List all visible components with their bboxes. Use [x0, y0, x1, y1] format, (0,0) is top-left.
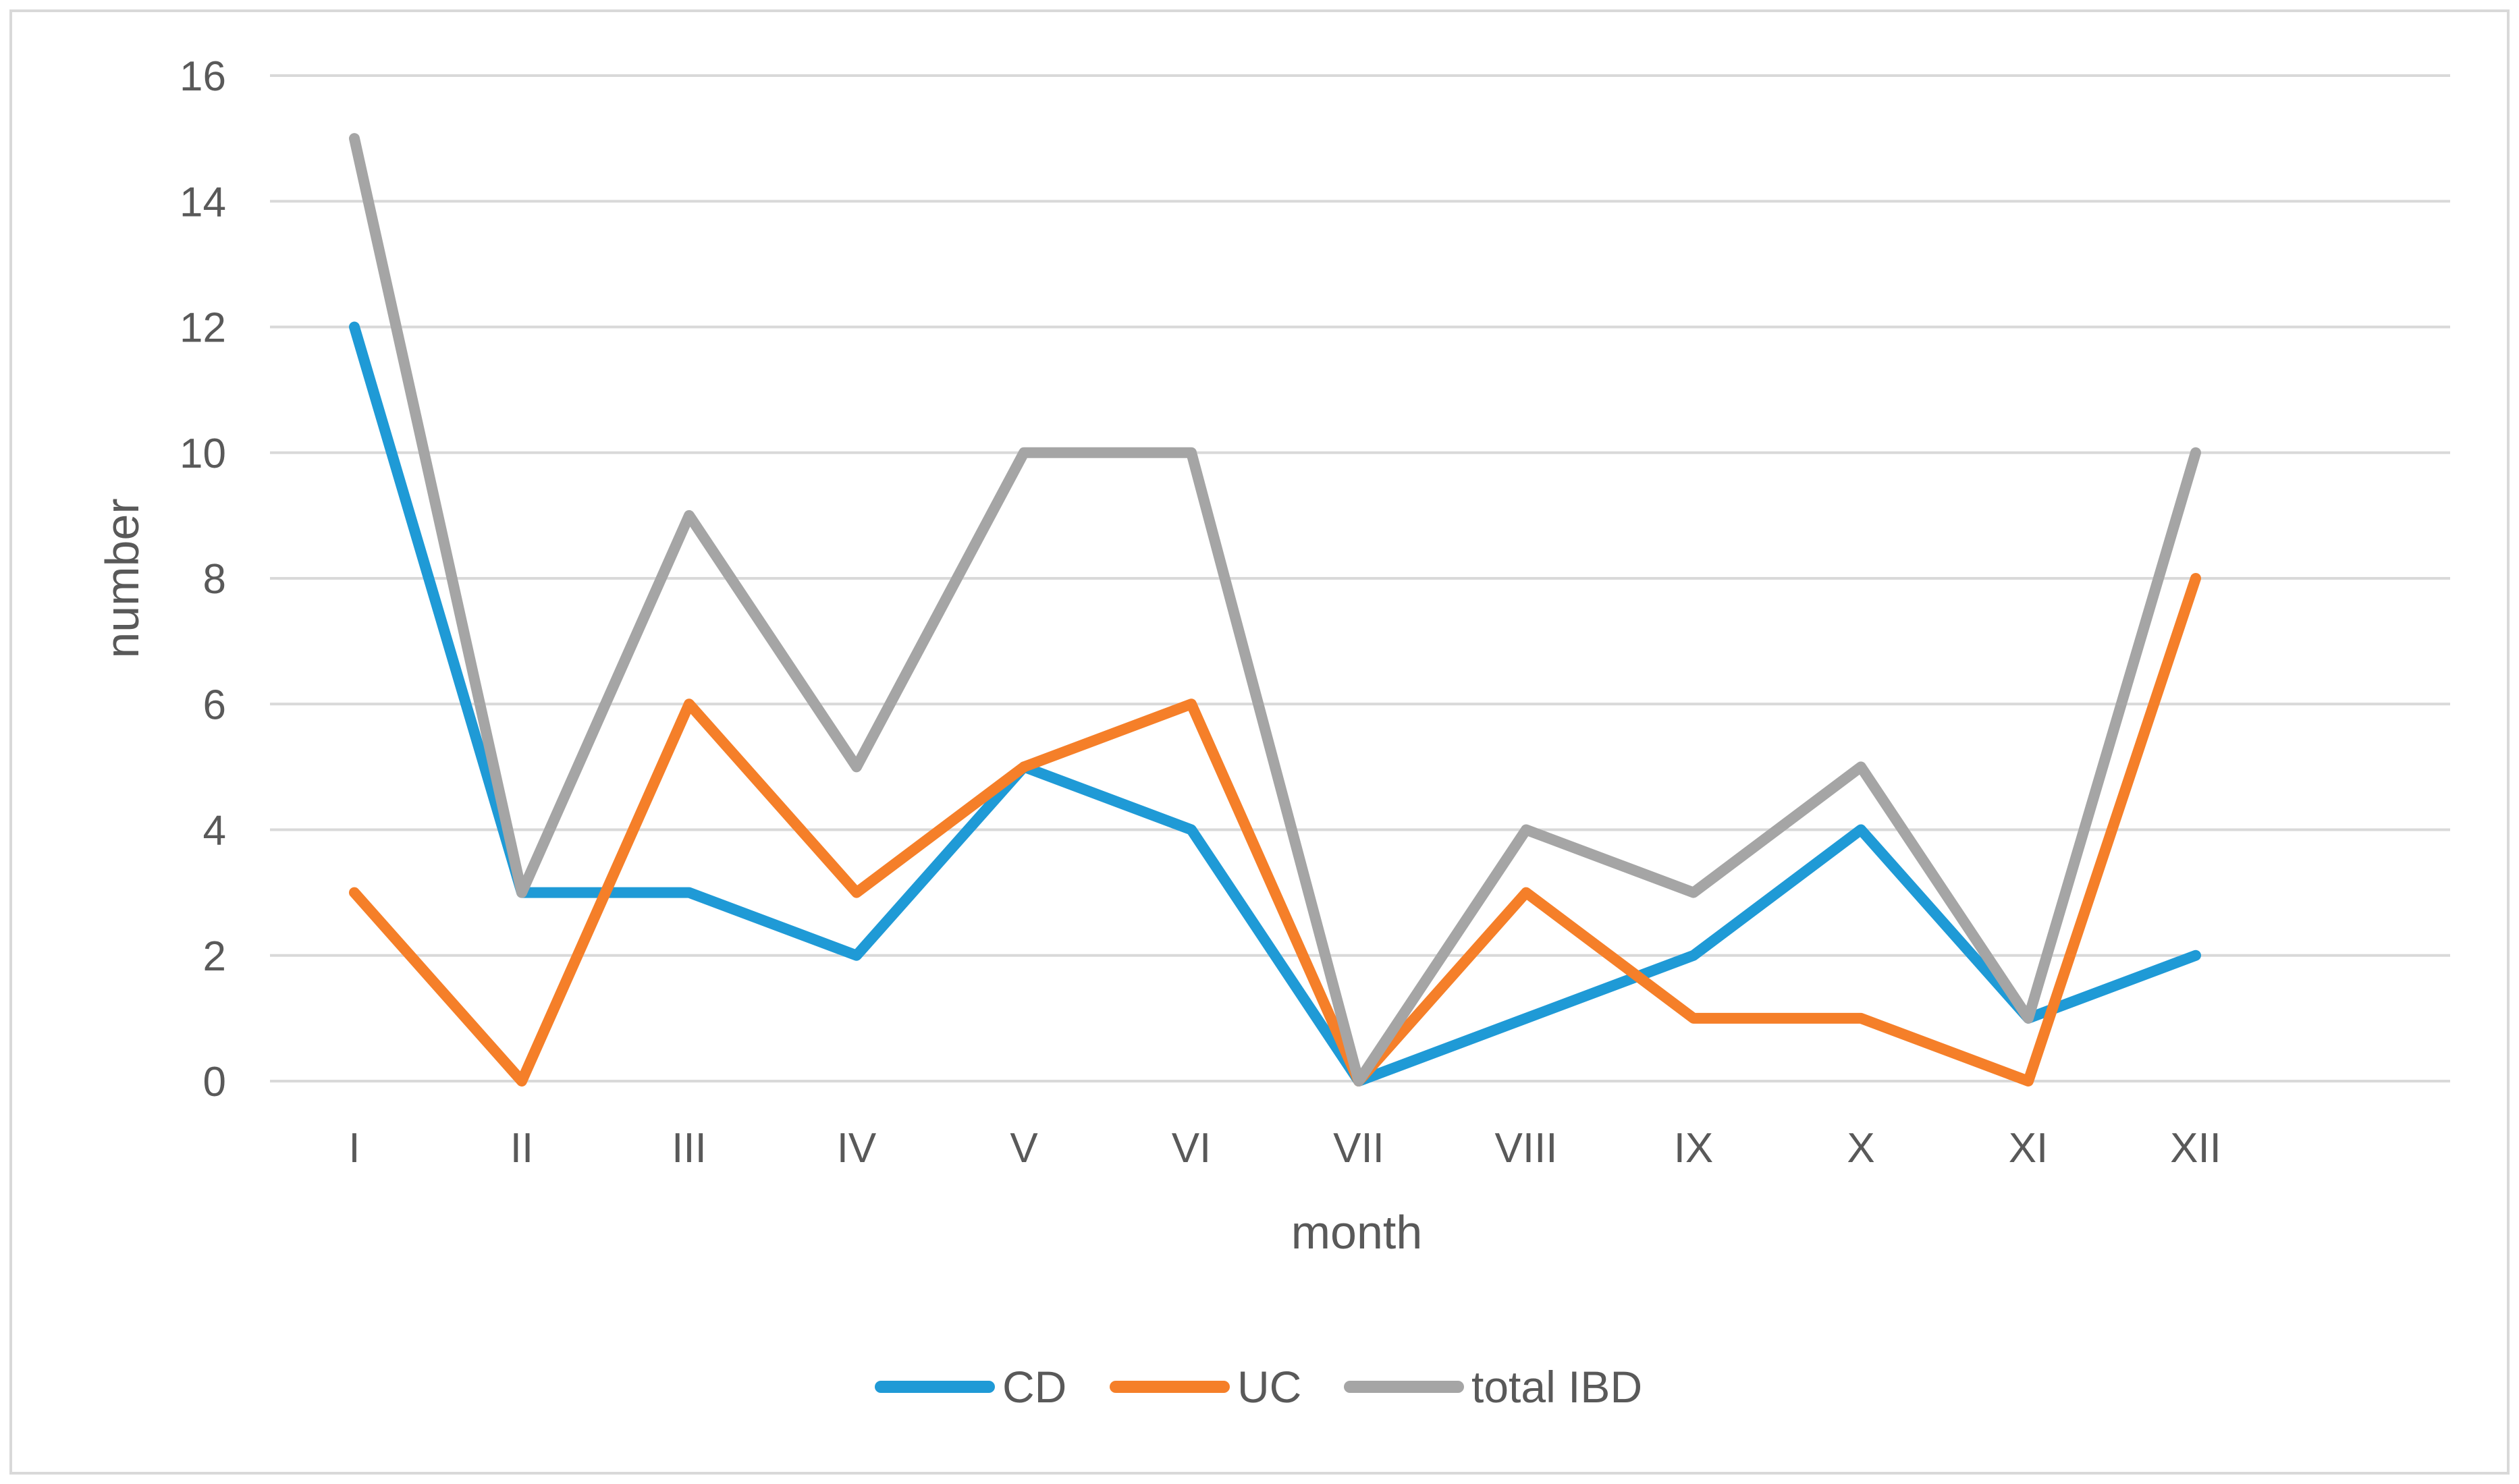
x-tick-label: VIII — [1494, 1125, 1557, 1172]
x-axis-ticks: I II III IV V VI VII VIII IX X XI XII — [348, 1125, 2221, 1172]
x-tick-label: IV — [837, 1125, 877, 1172]
x-tick-label: I — [348, 1125, 360, 1172]
y-tick-label: 12 — [180, 305, 226, 352]
y-tick-label: 8 — [203, 556, 226, 603]
x-tick-label: XI — [2009, 1125, 2049, 1172]
x-tick-label: XII — [2170, 1125, 2221, 1172]
gridlines — [270, 74, 2450, 1082]
x-tick-label: VII — [1333, 1125, 1384, 1172]
series-line-total-ibd — [349, 133, 2201, 1087]
y-tick-label: 10 — [180, 431, 226, 477]
x-tick-label: II — [510, 1125, 533, 1172]
y-tick-label: 16 — [180, 53, 226, 100]
legend-label: UC — [1237, 1362, 1301, 1412]
x-axis-title: month — [1291, 1206, 1423, 1259]
x-tick-label: IX — [1674, 1125, 1714, 1172]
x-tick-label: III — [672, 1125, 707, 1172]
y-tick-label: 14 — [180, 179, 226, 225]
y-axis-title: number — [96, 498, 148, 658]
series-line-uc — [349, 573, 2201, 1087]
y-tick-label: 2 — [203, 933, 226, 980]
y-tick-label: 0 — [203, 1059, 226, 1105]
series-lines — [349, 133, 2201, 1087]
chart-frame — [9, 9, 2510, 1475]
x-tick-label: VI — [1172, 1125, 1212, 1172]
legend-label: total IBD — [1471, 1362, 1642, 1412]
x-tick-label: V — [1010, 1125, 1038, 1172]
legend-label: CD — [1002, 1362, 1066, 1412]
y-tick-label: 6 — [203, 682, 226, 728]
y-axis-ticks: 0 2 4 6 8 10 12 14 16 — [180, 53, 226, 1105]
x-tick-label: X — [1847, 1125, 1874, 1172]
y-tick-label: 4 — [203, 808, 226, 854]
series-line-cd — [349, 321, 2201, 1087]
legend: CD UC total IBD — [875, 1362, 1642, 1412]
